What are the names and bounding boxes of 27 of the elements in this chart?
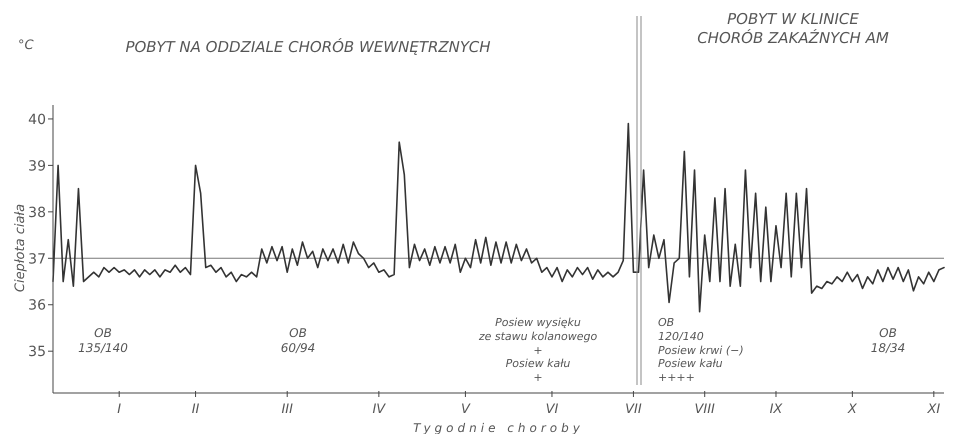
- x-tick-label: IV: [372, 402, 386, 417]
- x-tick-label: VI: [546, 402, 558, 417]
- x-tick-label: XI: [926, 402, 940, 417]
- y-tick-label: 36: [28, 298, 46, 314]
- x-tick-label: V: [460, 402, 471, 417]
- x-tick-label: II: [192, 402, 200, 417]
- annotation: OB 135/140: [77, 326, 129, 356]
- text: POBYT NA ODDZIALE CHORÓB WEWNĘTRZNYCH: [124, 38, 492, 57]
- y-tick-label: 38: [28, 204, 46, 221]
- x-tick-label: X: [846, 402, 858, 417]
- text: POBYT W KLINICE CHORÓB ZAKAŹNYCH AM: [696, 10, 890, 48]
- line-series: [52, 122, 945, 313]
- y-tick-label: 39: [28, 158, 46, 174]
- y-tick-label: 35: [28, 344, 46, 360]
- x-tick-label: I: [117, 402, 122, 417]
- annotation: OB 120/140 Posiew krwi (−) Posiew kału ++++: [658, 316, 745, 385]
- x-tick-label: IX: [770, 402, 784, 417]
- x-tick-label: VII: [625, 402, 642, 417]
- annotation: Posiew wysięku ze stawu kolanowego + Posiew kału +: [478, 316, 598, 385]
- y-axis-title: Ciepłota ciała: [13, 204, 28, 292]
- text: °C: [18, 38, 35, 54]
- y-tick-label: 40: [28, 112, 46, 128]
- y-tick-label: 37: [28, 251, 46, 268]
- annotation: OB 18/34: [870, 326, 906, 356]
- annotation: OB 60/94: [280, 326, 316, 356]
- x-tick-label: III: [281, 402, 294, 417]
- x-tick-label: VIII: [694, 402, 716, 417]
